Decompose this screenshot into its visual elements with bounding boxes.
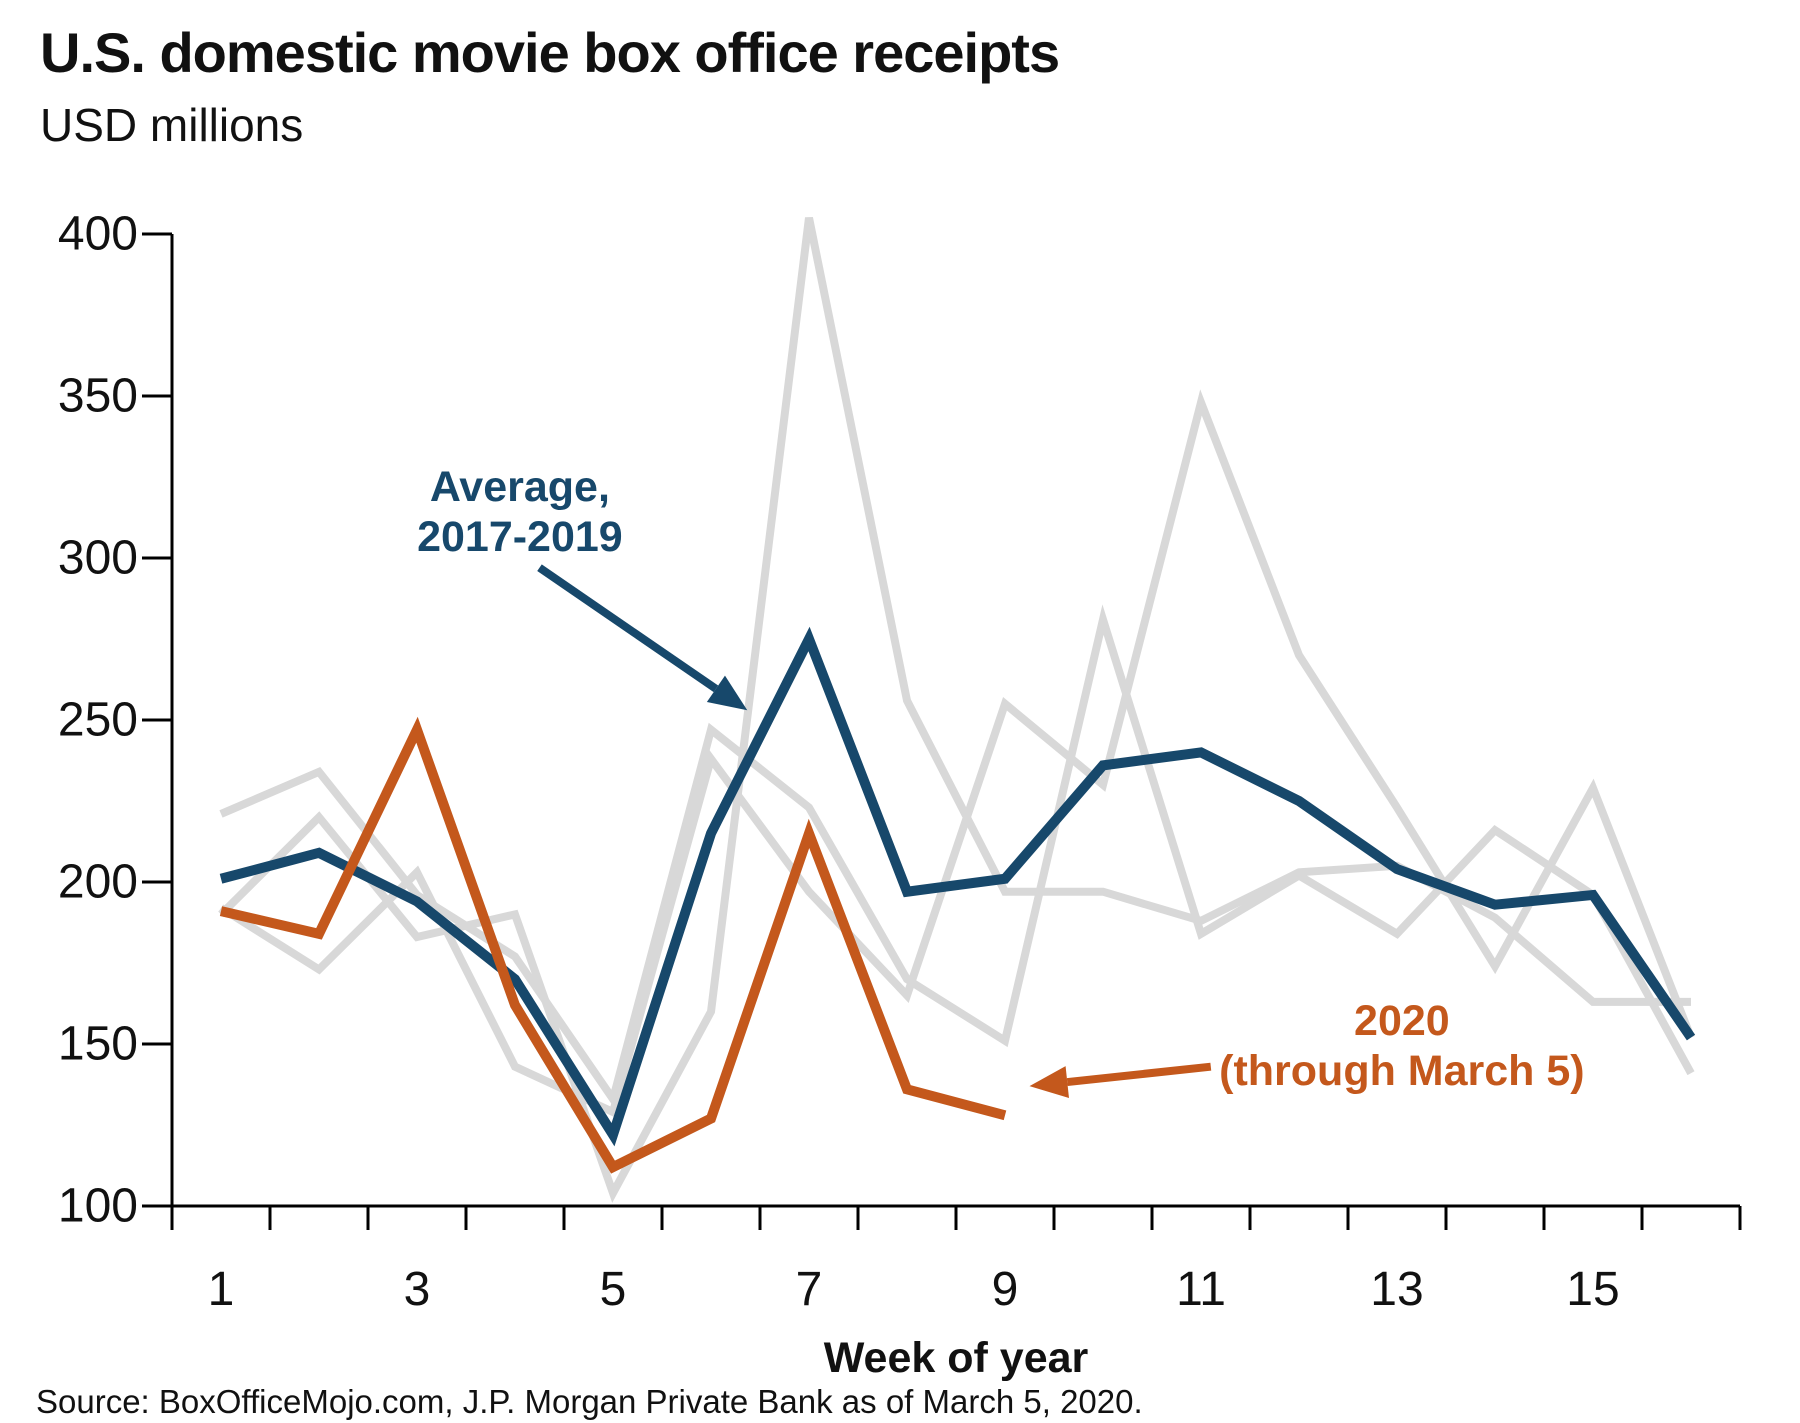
avg-label-arrow-head (706, 675, 748, 711)
y2020-label-text-line: (through March 5) (1219, 1047, 1585, 1096)
y-tick-label-300: 300 (57, 531, 138, 585)
x-tick-label-11: 11 (1176, 1263, 1226, 1316)
y-tick-label-400: 400 (57, 207, 138, 261)
avg-label-arrow-shaft (537, 564, 719, 693)
y2020-label-text-line: 2020 (1354, 997, 1450, 1046)
y2020-label-arrow-head (1029, 1066, 1069, 1098)
y-tick-label-350: 350 (57, 369, 138, 423)
x-tick-label-9: 9 (991, 1263, 1019, 1316)
y-tick-label-150: 150 (57, 1017, 138, 1071)
x-tick-label-13: 13 (1370, 1263, 1424, 1316)
x-tick-label-15: 15 (1566, 1263, 1620, 1316)
x-tick-label-1: 1 (207, 1263, 235, 1316)
chart-title: U.S. domestic movie box office receipts (40, 21, 1060, 84)
source-note: Source: BoxOfficeMojo.com, J.P. Morgan P… (36, 1383, 1143, 1420)
x-axis-title: Week of year (823, 1334, 1089, 1382)
avg-label: Average, 2017-2019 (417, 463, 623, 563)
avg-label-text-line: Average, (429, 462, 610, 511)
chart-subtitle: USD millions (40, 99, 304, 151)
x-tick-label-5: 5 (599, 1263, 627, 1316)
y-tick-label-100: 100 (57, 1179, 138, 1233)
y2020-label-arrow-shaft (1066, 1062, 1212, 1087)
x-tick-label-3: 3 (403, 1263, 431, 1316)
series-line-2020-through-march-5- (219, 716, 1007, 1174)
y-tick-label-200: 200 (57, 855, 138, 909)
y-tick-label-250: 250 (57, 693, 138, 747)
x-tick-label-7: 7 (795, 1263, 823, 1316)
avg-label-text-line: 2017-2019 (417, 512, 623, 561)
series-line-average-2017-2019 (219, 626, 1696, 1147)
y2020-label: 2020 (through March 5) (1219, 997, 1584, 1097)
